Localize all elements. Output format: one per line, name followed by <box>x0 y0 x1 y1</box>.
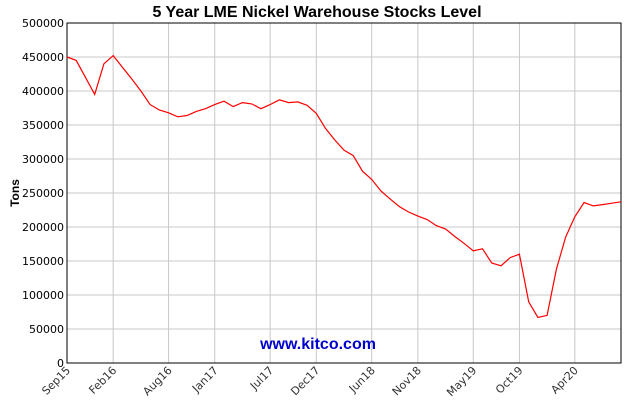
x-axis: Sep15 Feb16 Aug16 Jan17 Jul17 Dec17 Jun18 Nov18… <box>39 364 581 399</box>
watermark-text: www.kitco.com <box>259 336 376 353</box>
x-tick-label: Jul17 <box>247 364 276 393</box>
series-line <box>66 54 622 319</box>
x-tick-label: Aug16 <box>140 364 174 398</box>
y-tick-label: 50000 <box>29 323 64 336</box>
y-axis: 0 50000 100000 150000 200000 250000 300000 3500… <box>22 17 64 370</box>
x-tick-label: Nov18 <box>390 364 424 398</box>
y-tick-label: 300000 <box>22 153 64 166</box>
y-tick-label: 0 <box>57 357 64 370</box>
x-tick-label: Dec17 <box>288 364 322 398</box>
x-tick-label: May19 <box>444 364 479 399</box>
y-tick-label: 100000 <box>22 289 64 302</box>
x-tick-label: Jun18 <box>346 364 378 396</box>
y-tick-label: 200000 <box>22 221 64 234</box>
y-tick-label: 150000 <box>22 255 64 268</box>
y-tick-label: 350000 <box>22 119 64 132</box>
x-tick-label: Apr20 <box>548 364 581 397</box>
y-axis-label: Tons <box>8 179 22 207</box>
x-tick-label: Jan17 <box>189 364 221 396</box>
plot-frame <box>66 22 622 364</box>
y-tick-label: 400000 <box>22 85 64 98</box>
x-tick-label: Oct19 <box>493 364 526 397</box>
chart-title: 5 Year LME Nickel Warehouse Stocks Level <box>152 4 481 21</box>
y-tick-label: 450000 <box>22 51 64 64</box>
y-tick-label: 500000 <box>22 17 64 30</box>
x-tick-label: Feb16 <box>86 364 119 397</box>
grid <box>66 22 621 364</box>
y-tick-label: 250000 <box>22 187 64 200</box>
